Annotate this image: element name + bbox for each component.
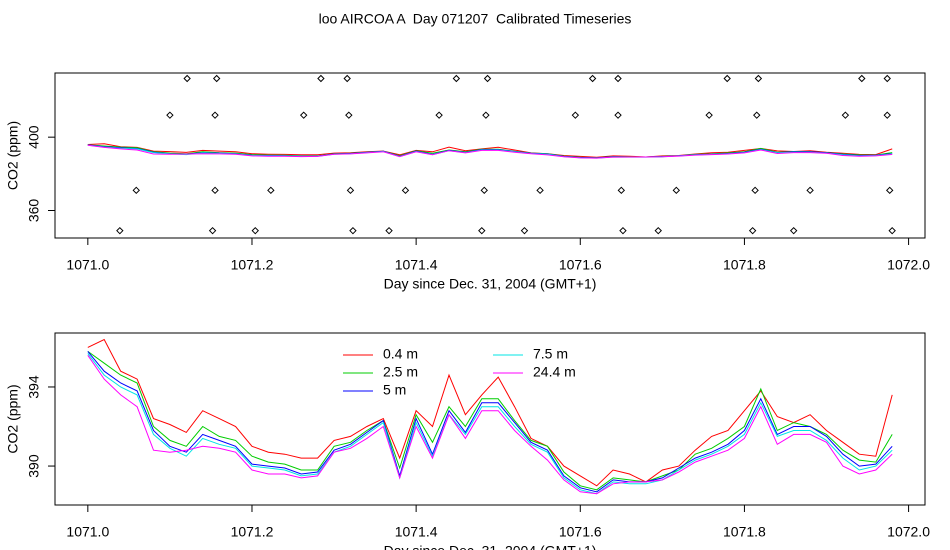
flag-point bbox=[211, 186, 219, 195]
flag-point bbox=[435, 111, 443, 119]
flag-point bbox=[401, 186, 410, 195]
y-tick-label: 360 bbox=[26, 199, 42, 223]
flag-point bbox=[753, 111, 761, 119]
flag-point bbox=[536, 186, 544, 195]
y-axis-label: CO2 (ppm) bbox=[5, 121, 21, 190]
flag-point bbox=[483, 74, 492, 83]
flag-point bbox=[132, 186, 140, 195]
flag-point bbox=[751, 186, 759, 195]
legend-label: 0.4 m bbox=[383, 346, 418, 362]
flag-point bbox=[617, 186, 626, 195]
flag-point bbox=[317, 74, 325, 83]
y-tick-label: 390 bbox=[26, 454, 42, 478]
x-axis-label: Day since Dec. 31, 2004 (GMT+1) bbox=[384, 276, 597, 292]
flag-point bbox=[754, 74, 763, 83]
flag-point bbox=[614, 111, 622, 119]
flag-point bbox=[571, 111, 580, 119]
flag-point bbox=[588, 74, 597, 83]
y-tick-label: 394 bbox=[26, 375, 42, 399]
flag-point bbox=[346, 186, 355, 195]
flag-point bbox=[208, 226, 217, 235]
series-line bbox=[87, 351, 893, 493]
flag-point bbox=[619, 226, 627, 235]
x-tick-label: 1072.0 bbox=[887, 524, 930, 540]
flag-point bbox=[183, 74, 191, 83]
legend-label: 24.4 m bbox=[533, 364, 576, 380]
x-tick-label: 1071.4 bbox=[395, 524, 438, 540]
x-tick-label: 1072.0 bbox=[887, 257, 930, 273]
legend-label: 2.5 m bbox=[383, 364, 418, 380]
flag-point bbox=[385, 226, 393, 235]
flag-point bbox=[858, 74, 866, 83]
flag-point bbox=[482, 111, 490, 119]
series-line bbox=[87, 350, 893, 491]
series-line bbox=[87, 353, 893, 495]
x-tick-label: 1071.0 bbox=[66, 524, 109, 540]
flag-point bbox=[345, 111, 353, 119]
flag-point bbox=[267, 186, 275, 195]
chart-title: loo AIRCOA A Day 071207 Calibrated Times… bbox=[319, 11, 632, 27]
x-tick-label: 1071.6 bbox=[559, 524, 602, 540]
y-tick-label: 400 bbox=[26, 125, 42, 149]
y-axis-label: CO2 (ppm) bbox=[5, 384, 21, 453]
flag-point bbox=[166, 111, 174, 119]
flag-point bbox=[343, 74, 351, 83]
flag-point bbox=[883, 74, 891, 83]
flag-point bbox=[251, 226, 259, 235]
flag-point bbox=[841, 111, 850, 119]
plot-frame bbox=[54, 72, 926, 239]
x-tick-label: 1071.6 bbox=[559, 257, 602, 273]
flag-point bbox=[478, 226, 486, 235]
flag-point bbox=[806, 186, 814, 195]
series-line bbox=[87, 355, 893, 495]
flag-point bbox=[789, 226, 798, 235]
flag-point bbox=[748, 226, 757, 235]
flag-point bbox=[349, 226, 357, 235]
flag-point bbox=[886, 186, 894, 195]
flag-point bbox=[520, 226, 529, 235]
legend-label: 7.5 m bbox=[533, 346, 568, 362]
x-tick-label: 1071.2 bbox=[231, 524, 274, 540]
flag-point bbox=[211, 111, 219, 119]
flag-point bbox=[614, 74, 622, 83]
flag-point bbox=[299, 111, 308, 119]
x-axis-label: Day since Dec. 31, 2004 (GMT+1) bbox=[384, 543, 597, 550]
flag-point bbox=[672, 186, 681, 195]
legend-label: 5 m bbox=[383, 382, 406, 398]
flag-point bbox=[723, 74, 731, 83]
series-line bbox=[87, 144, 893, 159]
flag-point bbox=[654, 226, 662, 235]
flag-point bbox=[888, 226, 896, 235]
x-tick-label: 1071.8 bbox=[723, 257, 766, 273]
flag-point bbox=[883, 111, 891, 119]
x-tick-label: 1071.8 bbox=[723, 524, 766, 540]
flag-point bbox=[705, 111, 713, 119]
flag-point bbox=[116, 226, 124, 235]
plot-frame bbox=[54, 332, 926, 506]
flag-point bbox=[452, 74, 461, 83]
x-tick-label: 1071.0 bbox=[66, 257, 109, 273]
x-tick-label: 1071.2 bbox=[231, 257, 274, 273]
flag-point bbox=[212, 74, 221, 83]
x-tick-label: 1071.4 bbox=[395, 257, 438, 273]
flag-point bbox=[480, 186, 488, 195]
